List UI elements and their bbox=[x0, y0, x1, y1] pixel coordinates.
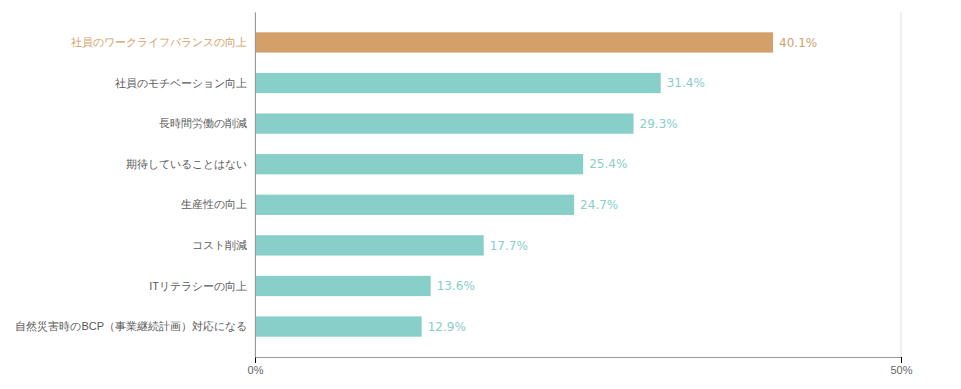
y-tick-label: ITリテラシーの向上 bbox=[149, 279, 247, 291]
x-tick-mark bbox=[255, 357, 256, 363]
y-tick: 長時間労働の削減 bbox=[159, 117, 255, 129]
y-tick: コスト削減 bbox=[192, 239, 255, 251]
y-tick-label: 期待していることはない bbox=[126, 158, 247, 170]
y-tick-label: 生産性の向上 bbox=[181, 198, 247, 210]
y-tick-label: 社員のモチベーション向上 bbox=[115, 77, 247, 89]
y-tick: 生産性の向上 bbox=[181, 198, 255, 210]
x-tick-mark bbox=[901, 357, 902, 363]
x-axis-line bbox=[256, 358, 902, 364]
data-label: 40.1% bbox=[779, 36, 817, 50]
y-axis-line bbox=[255, 13, 256, 358]
bar bbox=[255, 195, 574, 215]
x-tick-label: 0% bbox=[248, 364, 264, 376]
data-label: 17.7% bbox=[490, 239, 528, 253]
bar bbox=[255, 32, 773, 52]
data-label: 13.6% bbox=[437, 279, 475, 293]
y-tick: 社員のモチベーション向上 bbox=[115, 77, 255, 89]
x-tick-label: 50% bbox=[890, 364, 912, 376]
y-tick-label: コスト削減 bbox=[192, 239, 247, 251]
bar bbox=[255, 113, 634, 133]
bar bbox=[255, 276, 431, 296]
data-label: 24.7% bbox=[580, 198, 618, 212]
bars bbox=[255, 32, 773, 336]
y-tick-label: 自然災害時のBCP（事業継続計画）対応になる bbox=[15, 320, 247, 332]
bar bbox=[255, 154, 583, 174]
bar bbox=[255, 316, 422, 336]
grid-line bbox=[255, 12, 256, 357]
data-label: 12.9% bbox=[428, 320, 466, 334]
bar bbox=[255, 73, 661, 93]
y-tick: 社員のワークライフバランスの向上 bbox=[71, 36, 255, 48]
data-label: 29.3% bbox=[640, 117, 678, 131]
x-tick: 0% bbox=[248, 357, 264, 376]
bar bbox=[255, 235, 484, 255]
data-label: 31.4% bbox=[667, 76, 705, 90]
y-tick-label: 社員のワークライフバランスの向上 bbox=[71, 36, 247, 48]
y-axis: 自然災害時のBCP（事業継続計画）対応になる ITリテラシーの向上 コスト削減 生産性… bbox=[15, 13, 255, 358]
grid-line bbox=[901, 12, 902, 357]
chart: 12.9% 13.6% 17.7% 24.7% 25.4% 29.3% 31.4% 40.1%… bbox=[0, 0, 961, 389]
data-label: 25.4% bbox=[589, 157, 627, 171]
plot: 12.9% 13.6% 17.7% 24.7% 25.4% 29.3% 31.4% 40.1%… bbox=[15, 12, 912, 376]
y-tick: 期待していることはない bbox=[126, 158, 255, 170]
y-tick: ITリテラシーの向上 bbox=[149, 279, 255, 291]
x-tick: 50% bbox=[890, 357, 912, 376]
x-axis: 0% 50% bbox=[248, 357, 913, 376]
y-tick: 自然災害時のBCP（事業継続計画）対応になる bbox=[15, 320, 255, 332]
y-tick-label: 長時間労働の削減 bbox=[159, 117, 247, 129]
grid bbox=[255, 12, 901, 357]
data-labels: 12.9% 13.6% 17.7% 24.7% 25.4% 29.3% 31.4% 40.1% bbox=[428, 36, 818, 334]
